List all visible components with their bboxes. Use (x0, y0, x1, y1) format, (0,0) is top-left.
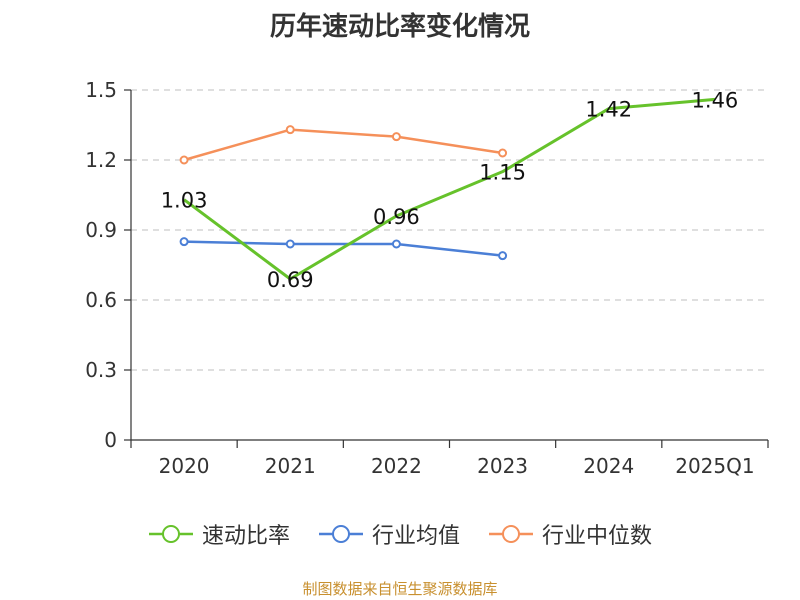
data-point (179, 237, 189, 247)
y-tick-label: 0 (104, 428, 117, 452)
source-note: 制图数据来自恒生聚源数据库 (302, 580, 498, 598)
legend-label-quick-ratio: 速动比率 (201, 524, 290, 549)
series-line (183, 128, 503, 162)
legend-item-industry-mean[interactable]: 行业均值 (318, 518, 460, 550)
y-tick-label: 0.3 (85, 358, 117, 382)
chart-title: 历年速动比率变化情况 (269, 12, 530, 42)
y-tick-label: 1.5 (85, 78, 117, 102)
legend: 速动比率 行业均值 行业中位数 (0, 518, 800, 550)
data-point (391, 239, 401, 249)
data-point (498, 148, 508, 158)
x-tick-label: 2025Q1 (675, 454, 754, 478)
data-point (285, 239, 295, 249)
legend-item-quick-ratio[interactable]: 速动比率 (148, 518, 290, 550)
data-point (179, 155, 189, 165)
y-tick-label: 0.6 (85, 288, 117, 312)
x-tick-label: 2023 (477, 454, 528, 478)
legend-item-industry-median[interactable]: 行业中位数 (488, 518, 652, 550)
x-tick-label: 2020 (159, 454, 210, 478)
series-line (183, 97, 716, 281)
y-tick-label: 0.9 (85, 218, 117, 242)
data-point (285, 125, 295, 135)
y-tick-label: 1.2 (85, 148, 117, 172)
x-tick-label: 2021 (265, 454, 316, 478)
legend-swatch-quick-ratio (148, 525, 193, 543)
legend-swatch-industry-mean (318, 525, 363, 543)
x-tick-label: 2022 (371, 454, 422, 478)
data-label: 1.03 (161, 189, 208, 213)
legend-swatch-industry-median (489, 525, 533, 543)
data-label: 1.46 (692, 88, 739, 112)
data-point (391, 132, 401, 142)
data-label: 0.69 (267, 268, 314, 292)
legend-label-industry-median: 行业中位数 (542, 524, 653, 549)
data-label: 1.42 (585, 98, 632, 122)
data-label: 0.96 (373, 205, 420, 229)
data-label: 1.15 (479, 161, 526, 185)
legend-label-industry-mean: 行业均值 (371, 524, 460, 549)
series-line (184, 240, 503, 257)
data-point (498, 251, 508, 261)
x-tick-label: 2024 (583, 454, 634, 478)
